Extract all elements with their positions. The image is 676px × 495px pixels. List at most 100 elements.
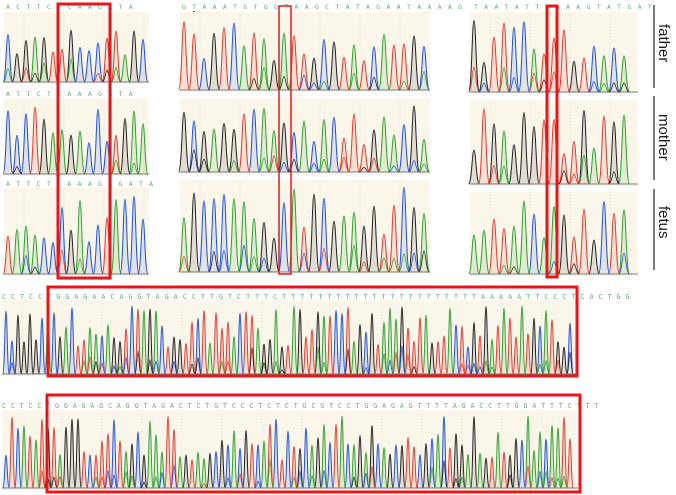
trace-b-mother-peak (278, 122, 290, 173)
trace-a-fetus-peak (38, 237, 50, 275)
trace-e-minor-peak (308, 474, 316, 489)
trace-d-peak (134, 308, 142, 375)
trace-d-peak (548, 319, 556, 375)
trace-b-father-peak (198, 58, 210, 91)
trace-a-mother-peak (38, 118, 50, 175)
trace-b-mother-minor-peak (368, 157, 380, 173)
sequence-a-row1: A C T T C T C A A G A T A (6, 3, 134, 11)
trace-a-mother-peak (11, 134, 23, 175)
trace-a-fetus-peak (83, 241, 95, 275)
trace-e-peak (188, 459, 196, 489)
trace-c-fetus-peak (588, 239, 600, 275)
trace-d-peak (122, 328, 130, 375)
trace-b-fetus-peak (418, 213, 430, 273)
trace-d-minor-peak (134, 350, 142, 375)
trace-c-father-peak (608, 47, 620, 93)
trace-e-peak (524, 415, 532, 489)
trace-d-minor-peak (218, 360, 226, 375)
trace-d-minor-peak (8, 362, 16, 375)
trace-d-peak (410, 340, 418, 375)
trace-d-peak (20, 341, 28, 375)
trace-c-father-minor-peak (478, 82, 490, 93)
trace-e-minor-peak (110, 474, 118, 489)
trace-d-minor-peak (482, 360, 490, 375)
trace-d-minor-peak (476, 366, 484, 375)
trace-d-minor-peak (314, 346, 322, 375)
trace-a-mother-peak (65, 134, 77, 175)
trace-e-peak (464, 454, 472, 489)
trace-e-peak (20, 425, 28, 489)
trace-e-peak (392, 444, 400, 489)
trace-d-peak (566, 322, 574, 375)
trace-e-peak (116, 440, 124, 489)
trace-d-peak (458, 325, 466, 375)
trace-c-fetus-peak (478, 229, 490, 275)
trace-d-peak (278, 346, 286, 375)
trace-a-father-minor-peak (20, 67, 32, 83)
trace-c-fetus-peak (608, 212, 620, 275)
trace-d-peak (218, 327, 226, 375)
trace-b-fetus-minor-peak (238, 244, 250, 273)
trace-c-mother-peak (588, 147, 600, 185)
trace-e-peak (452, 433, 460, 489)
trace-c-mother-peak (598, 115, 610, 185)
trace-a-father-peak (83, 50, 95, 83)
sequence-a-row2: A T T C T C A A A G A T A (6, 90, 134, 98)
trace-c-fetus-minor-peak (498, 265, 510, 275)
trace-a-father-peak (29, 36, 41, 83)
trace-e-peak (314, 437, 322, 489)
trace-e-peak (86, 454, 94, 489)
trace-d-minor-peak (278, 369, 286, 375)
trace-c-fetus-peak (578, 208, 590, 275)
trace-c-mother-peak (578, 109, 590, 185)
trace-c-father-minor-peak (508, 77, 520, 93)
trace-d-peak (86, 327, 94, 375)
trace-c-mother-minor-peak (498, 165, 510, 185)
trace-d-peak (182, 343, 190, 375)
trace-e-peak (440, 415, 448, 489)
trace-c-father-minor-peak (528, 72, 540, 93)
trace-e-peak (98, 440, 106, 489)
trace-d-peak (206, 342, 214, 375)
trace-e-minor-peak (224, 477, 232, 489)
trace-e-minor-peak (296, 470, 304, 489)
trace-d-minor-peak (410, 366, 418, 375)
trace-d-peak (152, 310, 160, 375)
trace-e-peak (554, 427, 562, 489)
trace-d-peak (416, 317, 424, 375)
trace-d-peak (176, 339, 184, 375)
trace-b-mother-minor-peak (418, 163, 430, 173)
trace-e-peak (380, 447, 388, 489)
trace-e-peak (38, 419, 46, 489)
trace-d-minor-peak (380, 353, 388, 375)
trace-d-peak (146, 308, 154, 375)
trace-d-minor-peak (392, 352, 400, 375)
trace-d-minor-peak (554, 359, 562, 375)
trace-b-father-minor-peak (398, 80, 410, 91)
trace-d-minor-peak (362, 367, 370, 375)
trace-d-peak (188, 321, 196, 375)
trace-a-fetus-peak (2, 235, 14, 275)
trace-c-father-peak (598, 55, 610, 93)
trace-c-fetus-minor-peak (508, 266, 520, 275)
trace-e-peak (434, 433, 442, 489)
trace-b-fetus-peak (188, 192, 200, 273)
trace-e-peak (170, 428, 178, 489)
trace-b-fetus-minor-peak (298, 252, 310, 273)
trace-d-peak (488, 338, 496, 375)
trace-a-fetus-peak (74, 200, 86, 275)
trace-b-father-minor-peak (248, 78, 260, 91)
trace-e-peak (410, 446, 418, 489)
trace-b-mother-peak (348, 113, 360, 173)
trace-d-minor-peak (98, 362, 106, 375)
trace-a-mother-peak (83, 142, 95, 175)
trace-d-peak (386, 307, 394, 375)
trace-b-father-peak (298, 53, 310, 91)
trace-c-mother-minor-peak (608, 171, 620, 185)
trace-e-peak (224, 444, 232, 489)
trace-d-peak (224, 321, 232, 375)
trace-a-fetus-peak (65, 229, 77, 275)
trace-c-father-minor-peak (468, 66, 480, 93)
trace-d-peak (428, 342, 436, 375)
trace-d-peak (170, 336, 178, 375)
